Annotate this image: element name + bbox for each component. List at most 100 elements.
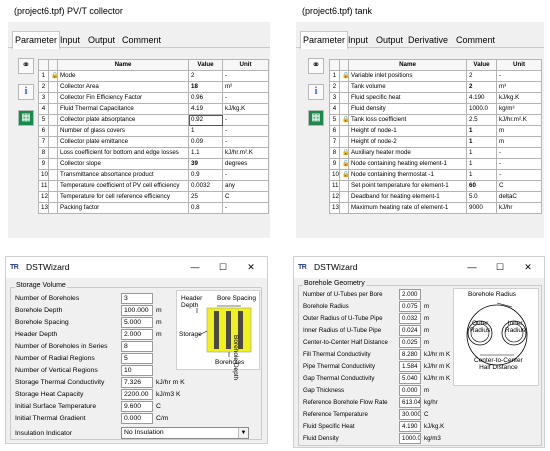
center-distance-label: Center-to-Center Half Distance	[474, 357, 523, 371]
boreholes-label: Boreholes	[215, 359, 245, 366]
maximize-button[interactable]: ☐	[218, 262, 228, 272]
storage-label: Storage	[179, 331, 202, 338]
header-depth-input[interactable]: 2.000	[121, 329, 153, 340]
lock-icon: 🔒	[339, 169, 349, 181]
center-half-distance-input[interactable]: 0.025	[399, 337, 421, 348]
outer-radius-label: Outer Radius	[470, 320, 491, 334]
table-row[interactable]: 10🔒Node containing thermostat -11-	[329, 169, 542, 181]
lock-icon: 🔒	[339, 70, 349, 82]
storage-volume-group: Storage Volume Number of Boreholes 3 Bore…	[10, 282, 262, 440]
fill-thermal-conductivity-input[interactable]: 8.280	[399, 349, 421, 360]
info-icon[interactable]: i	[18, 84, 34, 100]
table-row[interactable]: 3 Fluid specific heat 4.190 kJ/kg.K	[329, 92, 542, 104]
table-row[interactable]: 11 Temperature coefficient of PV cell eff…	[38, 180, 269, 192]
initial-surface-temperature-input[interactable]: 9.600	[121, 401, 153, 412]
tab-parameter[interactable]: Parameter	[300, 31, 349, 49]
table-header-row: Name Value Unit	[38, 59, 269, 71]
table-row[interactable]: 2 Tank volume 2 m³	[329, 81, 542, 93]
inner-radius-input[interactable]: 0.024	[399, 325, 421, 336]
fluid-density-input[interactable]: 1000.0	[399, 433, 421, 444]
table-row[interactable]: 3 Collector Fin Efficiency Factor 0.96-	[38, 92, 269, 104]
close-button[interactable]: ✕	[524, 262, 532, 272]
tab-comment[interactable]: Comment	[122, 35, 162, 45]
borehole-depth-input[interactable]: 100.000	[121, 305, 153, 316]
storage-thermal-conductivity-input[interactable]: 7.326	[121, 377, 153, 388]
tab-comment[interactable]: Comment	[456, 35, 496, 45]
grid-icon[interactable]: ▦	[308, 110, 324, 126]
table-row[interactable]: 8 Loss coefficient for bottom and edge lo…	[38, 147, 269, 159]
table-row[interactable]: 6 Number of glass covers 1-	[38, 125, 269, 137]
column-header-name: Name	[57, 59, 189, 71]
minimize-button[interactable]: —	[467, 262, 477, 272]
number-of-boreholes-input[interactable]: 3	[121, 293, 153, 304]
gap-thickness-input[interactable]: 0.000	[399, 385, 421, 396]
tab-output[interactable]: Output	[376, 35, 404, 45]
table-row[interactable]: 10 Transmittance absortance product 0.9-	[38, 169, 269, 181]
table-row[interactable]: 9🔒Node containing heating element-11-	[329, 158, 542, 170]
dst-wizard-borehole-window: DSTWizard TR — ☐ ✕ Borehole Geometry Num…	[293, 256, 545, 448]
storage-volume-diagram: Header Depth Bore Spacing Borehole Depth…	[176, 290, 260, 380]
initial-thermal-gradient-input[interactable]: 0.000	[121, 413, 153, 424]
table-row[interactable]: 2 Collector Area 18 m²	[38, 81, 269, 93]
column-header-unit: Unit	[496, 59, 542, 71]
gap-thermal-conductivity-input[interactable]: 5.040	[399, 373, 421, 384]
reference-flow-rate-input[interactable]: 613.04	[399, 397, 421, 408]
insulation-indicator-select[interactable]: No Insulation ▼	[121, 427, 249, 439]
tab-output[interactable]: Output	[88, 35, 116, 45]
borehole-spacing-input[interactable]: 5.000	[121, 317, 153, 328]
table-row[interactable]: 9 Collector slope 39 degrees	[38, 158, 269, 170]
grid-icon[interactable]: ▦	[18, 110, 34, 126]
link-icon[interactable]: ⚭	[308, 58, 324, 74]
fluid-specific-heat-input[interactable]: 4.190	[399, 421, 421, 432]
table-row[interactable]: 12 Temperature for cell reference efficie…	[38, 191, 269, 203]
borehole-radius-label: Borehole Radius	[468, 291, 517, 298]
radial-regions-input[interactable]: 5	[121, 353, 153, 364]
boreholes-in-series-input[interactable]: 8	[121, 341, 153, 352]
table-row[interactable]: 5 Collector plate absorptance 0.92-	[38, 114, 269, 126]
column-header-name: Name	[348, 59, 467, 71]
borehole-geometry-diagram: Borehole Radius Outer Radius Inner Radiu…	[453, 288, 539, 386]
borehole-radius-input[interactable]: 0.075	[399, 301, 421, 312]
vertical-regions-input[interactable]: 10	[121, 365, 153, 376]
table-row[interactable]: 11 Set point temperature for element-1 60 C	[329, 180, 542, 192]
borehole-cross-section-graphic	[466, 302, 528, 366]
table-row[interactable]: 7 Height of node-2 1 m	[329, 136, 542, 148]
info-icon[interactable]: i	[308, 84, 324, 100]
table-header-row: Name Value Unit	[329, 59, 542, 71]
table-row[interactable]: 4 Fluid density 1000.0 kg/m³	[329, 103, 542, 115]
borehole-geometry-group: Borehole Geometry Number of U-Tubes per …	[298, 280, 542, 446]
storage-diagram-graphic	[196, 305, 252, 357]
tank-window-title: (project6.tpf) tank	[296, 0, 544, 22]
table-row[interactable]: 6 Height of node-1 1 m	[329, 125, 542, 137]
tank-panel: (project6.tpf) tank Parameter Input Outp…	[296, 0, 544, 238]
maximize-button[interactable]: ☐	[495, 262, 505, 272]
group-label: Storage Volume	[15, 282, 67, 289]
link-icon[interactable]: ⚭	[18, 58, 34, 74]
close-button[interactable]: ✕	[247, 262, 255, 272]
table-row[interactable]: 4 Fluid Thermal Capacitance 4.19 kJ/kg.K	[38, 103, 269, 115]
table-row[interactable]: 13 Packing factor 0.8-	[38, 202, 269, 214]
table-row[interactable]: 13 Maximum heating rate of element-1 9000 k…	[329, 202, 542, 214]
tab-input[interactable]: Input	[60, 35, 81, 45]
pvt-window-title: (project6.tpf) PV/T collector	[8, 0, 270, 22]
storage-heat-capacity-input[interactable]: 2200.00	[121, 389, 153, 400]
u-tubes-per-bore-input[interactable]: 2.000	[399, 289, 421, 300]
reference-temperature-input[interactable]: 30.000	[399, 409, 421, 420]
minimize-button[interactable]: —	[190, 262, 200, 272]
group-label: Borehole Geometry	[303, 280, 366, 287]
pvt-collector-panel: (project6.tpf) PV/T collector Parameter …	[8, 0, 270, 238]
trnsys-logo-icon: TR	[298, 264, 307, 271]
table-row[interactable]: 7 Collector plate emittance 0.09-	[38, 136, 269, 148]
outer-radius-input[interactable]: 0.032	[399, 313, 421, 324]
trnsys-logo-icon: TR	[10, 264, 19, 271]
chevron-down-icon[interactable]: ▼	[238, 428, 248, 438]
tab-derivative[interactable]: Derivative	[408, 35, 449, 45]
table-row[interactable]: 12 Deadband for heating element-1 5.0 delta…	[329, 191, 542, 203]
tab-parameter[interactable]: Parameter	[12, 31, 61, 49]
tab-input[interactable]: Input	[348, 35, 369, 45]
pipe-thermal-conductivity-input[interactable]: 1.584	[399, 361, 421, 372]
